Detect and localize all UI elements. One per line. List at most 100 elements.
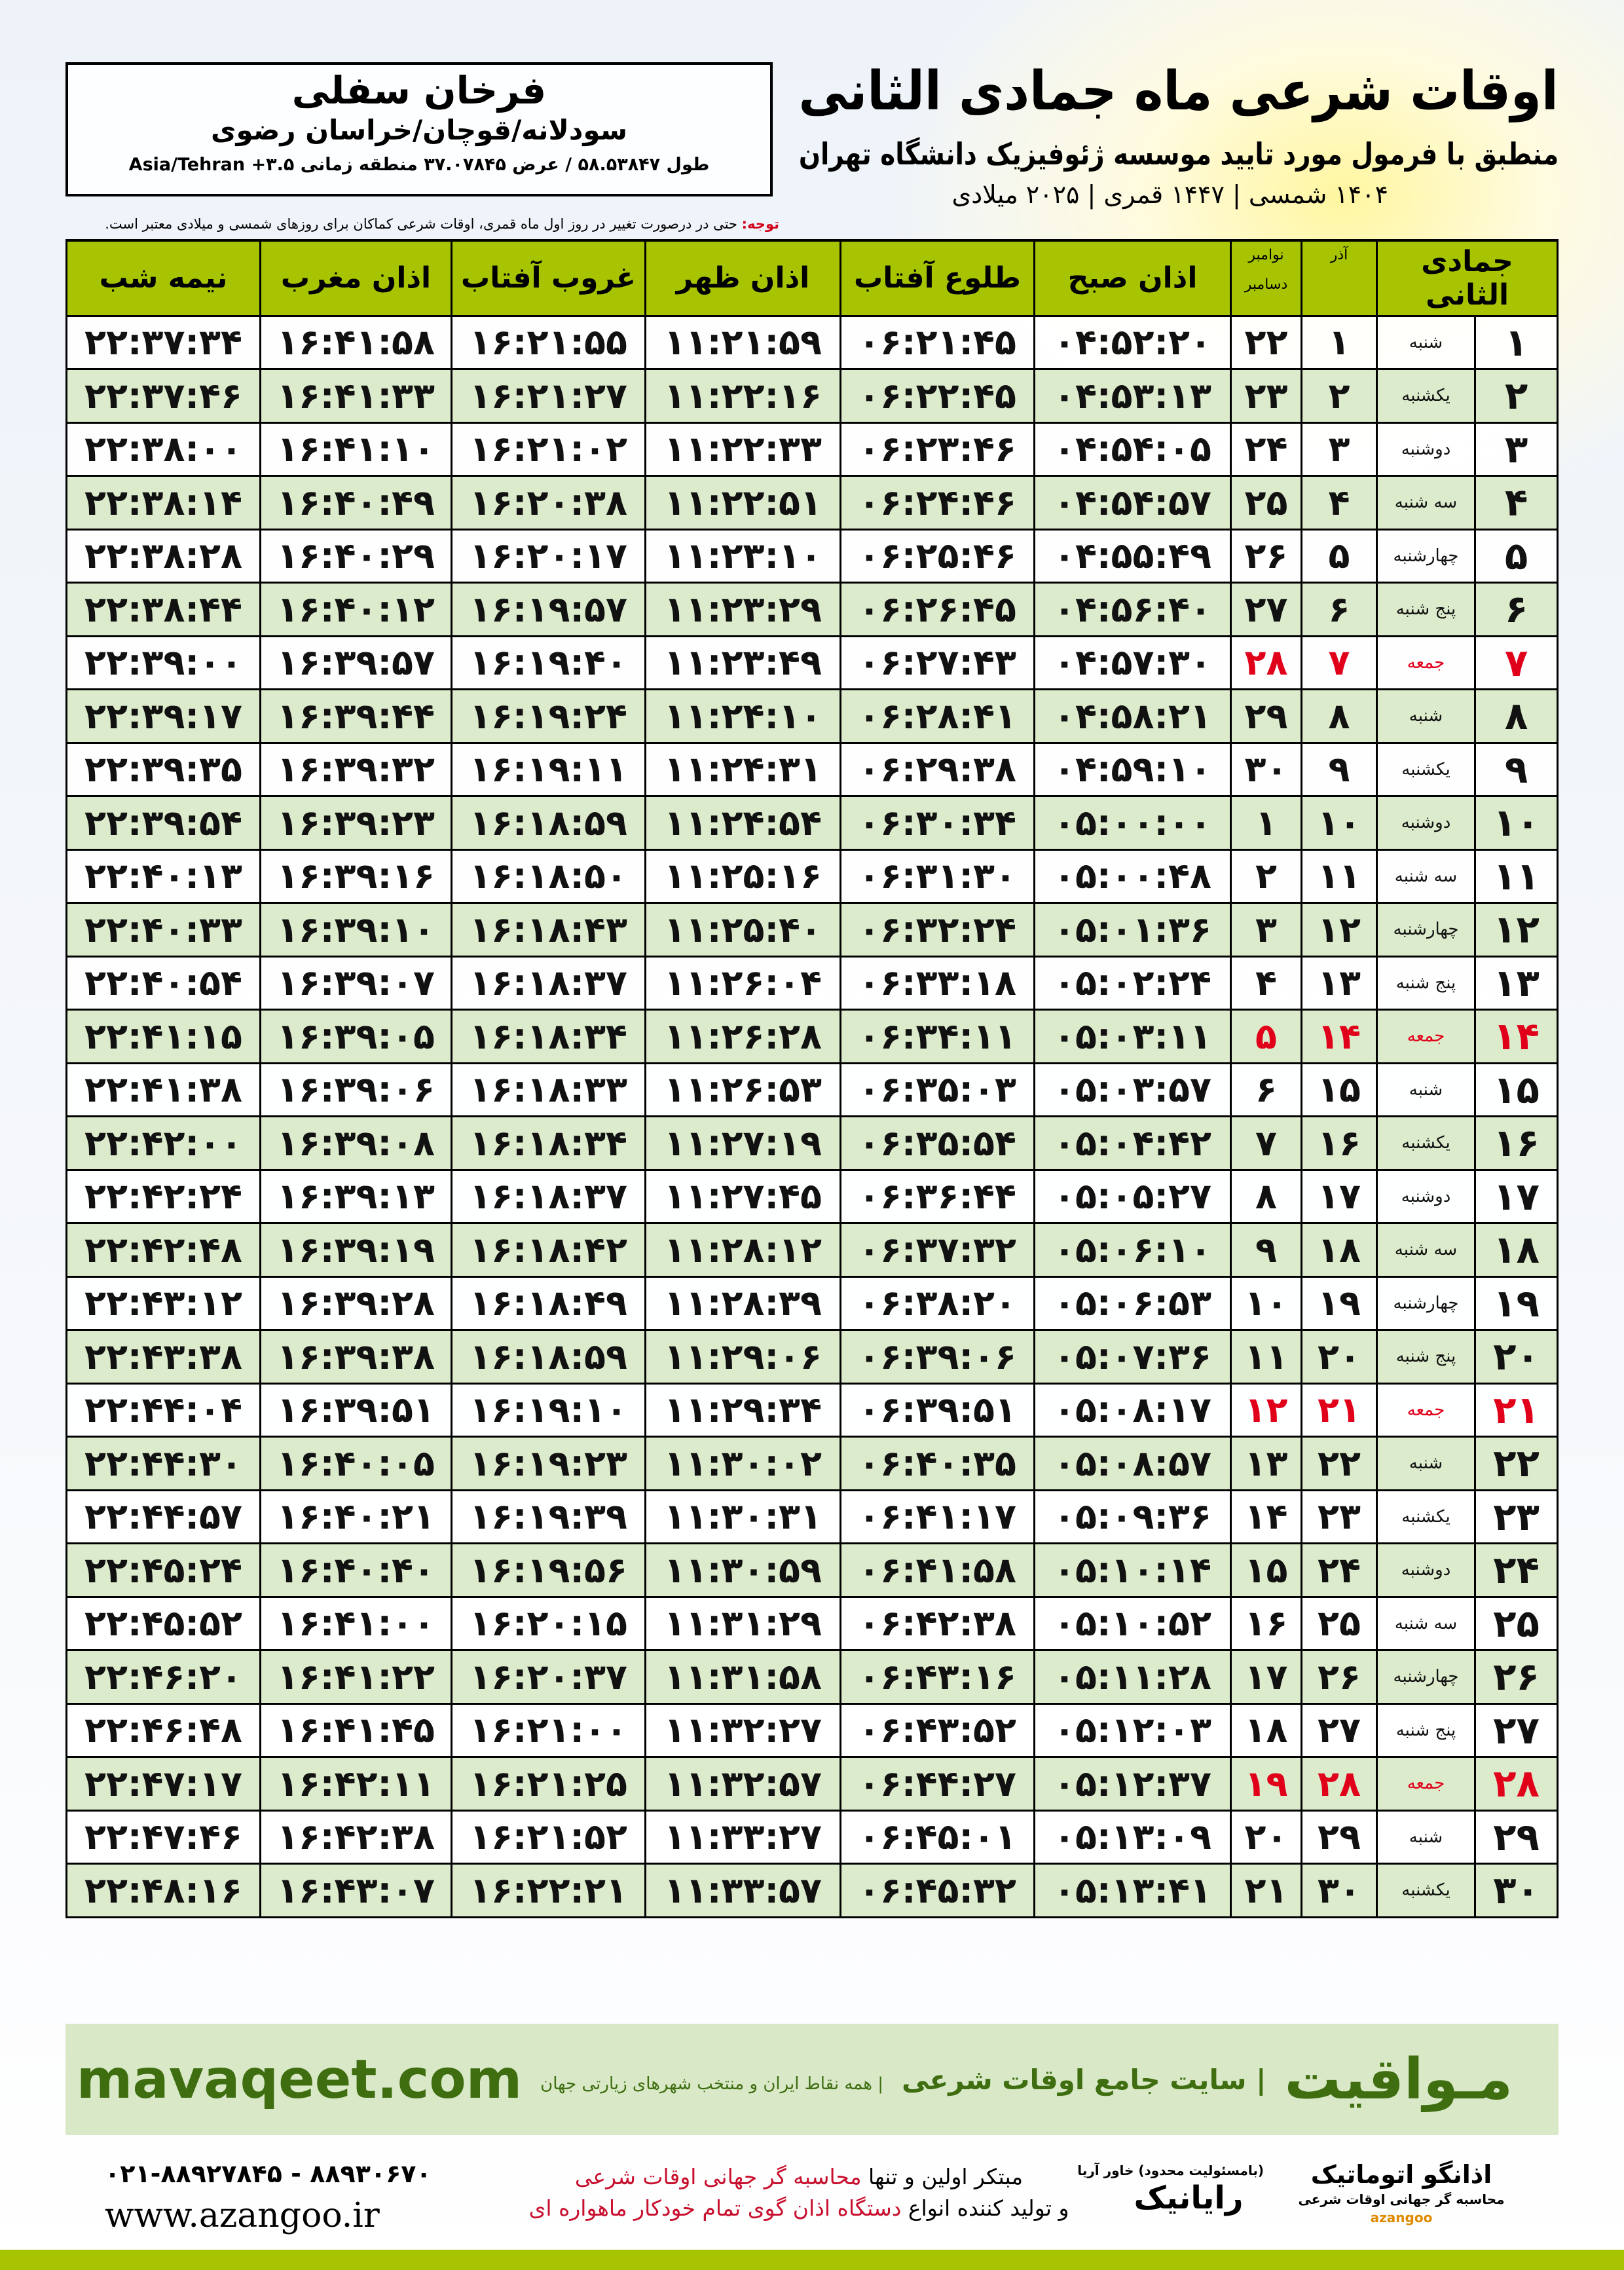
bottom-strip xyxy=(0,2250,1624,2270)
weekday: سه شنبه xyxy=(1375,1595,1477,1651)
footer-line1a: مبتکر اولین و تنها xyxy=(861,2164,1024,2189)
dhuhr-time: ۱۱:۳۱:۲۹ xyxy=(644,1595,841,1651)
gregorian-day: ۶ xyxy=(1230,1062,1302,1117)
azangoo-link[interactable]: www.azangoo.ir xyxy=(105,2196,380,2235)
sunrise-time: ۰۶:۲۵:۴۶ xyxy=(840,528,1035,584)
fajr-time: ۰۵:۰۲:۲۴ xyxy=(1033,955,1232,1011)
azar-day: ۱۷ xyxy=(1301,1168,1378,1224)
weekday: یکشنبه xyxy=(1375,741,1477,797)
footer-line2: و تولید کننده انواع دستگاه اذان گوی تمام… xyxy=(529,2193,1069,2224)
gregorian-day: ۱۸ xyxy=(1230,1702,1302,1758)
sunrise-time: ۰۶:۳۵:۰۳ xyxy=(840,1062,1035,1117)
sunrise-time: ۰۶:۳۸:۲۰ xyxy=(840,1275,1035,1331)
dhuhr-time: ۱۱:۲۵:۴۰ xyxy=(644,902,841,958)
day-number: ۵ xyxy=(1474,528,1559,584)
header-dhuhr: اذان ظهر xyxy=(644,239,841,317)
day-number: ۱۹ xyxy=(1474,1275,1559,1331)
weekday: پنج شنبه xyxy=(1375,955,1477,1011)
rayanik-logo: (بامسئولیت محدود) خاور آریا رایانیک xyxy=(1077,2161,1264,2216)
day-number: ۱۳ xyxy=(1474,955,1559,1011)
brand-logo: مـواقیت xyxy=(1284,2047,1513,2112)
gregorian-day: ۱ xyxy=(1230,795,1302,851)
prayer-times-table: جمادی الثانی آذر نوامبر دسامبر اذان صبح ط… xyxy=(65,239,1559,1918)
maghrib-time: ۱۶:۳۹:۱۶ xyxy=(259,848,452,904)
dhuhr-time: ۱۱:۳۱:۵۸ xyxy=(644,1649,841,1705)
sunrise-time: ۰۶:۴۲:۳۸ xyxy=(840,1595,1035,1651)
table-row: ۲۰ پنج شنبه ۲۰ ۱۱ ۰۵:۰۷:۳۶ ۰۶:۳۹:۰۶ ۱۱:۲۹:۰۶ ۱۶… xyxy=(65,1329,1559,1385)
fajr-time: ۰۴:۵۹:۱۰ xyxy=(1033,741,1232,797)
fajr-time: ۰۵:۱۰:۵۲ xyxy=(1033,1595,1232,1651)
midnight-time: ۲۲:۳۹:۵۴ xyxy=(65,795,261,851)
fajr-time: ۰۴:۵۶:۴۰ xyxy=(1033,582,1232,637)
header-gregorian: نوامبر دسامبر xyxy=(1230,239,1302,317)
weekday: جمعه xyxy=(1375,1009,1477,1064)
azar-day: ۱۵ xyxy=(1301,1062,1378,1117)
fajr-time: ۰۵:۰۰:۴۸ xyxy=(1033,848,1232,904)
footer-line2b: دستگاه اذان گوی تمام خودکار ماهواره ای xyxy=(528,2195,902,2221)
azar-day: ۱۶ xyxy=(1301,1115,1378,1171)
rayanik-name: رایانیک xyxy=(1134,2180,1244,2216)
maghrib-time: ۱۶:۴۱:۴۵ xyxy=(259,1702,452,1758)
table-row: ۲۸ جمعه ۲۸ ۱۹ ۰۵:۱۲:۳۷ ۰۶:۴۴:۲۷ ۱۱:۳۲:۵۷ ۱۶:۲۱:… xyxy=(65,1756,1559,1812)
table-row: ۲۱ جمعه ۲۱ ۱۲ ۰۵:۰۸:۱۷ ۰۶:۳۹:۵۱ ۱۱:۲۹:۳۴ ۱۶:۱۹:… xyxy=(65,1382,1559,1438)
weekday: پنج شنبه xyxy=(1375,1702,1477,1758)
sunset-time: ۱۶:۱۹:۴۰ xyxy=(451,635,646,690)
sunrise-time: ۰۶:۳۲:۲۴ xyxy=(840,902,1035,958)
gregorian-day: ۱۴ xyxy=(1230,1489,1302,1544)
note-text: حتی در درصورت تغییر در روز اول ماه قمری،… xyxy=(105,216,742,232)
azar-day: ۲۷ xyxy=(1301,1702,1378,1758)
sunset-time: ۱۶:۱۸:۴۹ xyxy=(451,1275,646,1331)
midnight-time: ۲۲:۴۲:۰۰ xyxy=(65,1115,261,1171)
maghrib-time: ۱۶:۴۰:۴۰ xyxy=(259,1542,452,1598)
sunrise-time: ۰۶:۴۵:۳۲ xyxy=(840,1863,1035,1918)
table-row: ۲ یکشنبه ۲ ۲۳ ۰۴:۵۳:۱۳ ۰۶:۲۲:۴۵ ۱۱:۲۲:۱۶ ۱۶:۲۱:… xyxy=(65,368,1559,424)
fajr-time: ۰۵:۱۳:۰۹ xyxy=(1033,1809,1232,1865)
phone-numbers: ۰۲۱-۸۸۹۲۷۸۴۵ - ۸۸۹۳۰۶۷۰ xyxy=(105,2159,432,2188)
sunrise-time: ۰۶:۲۷:۴۳ xyxy=(840,635,1035,690)
fajr-time: ۰۵:۰۶:۱۰ xyxy=(1033,1222,1232,1278)
site-link[interactable]: mavaqeet.com xyxy=(76,2048,523,2111)
sunrise-time: ۰۶:۳۹:۰۶ xyxy=(840,1329,1035,1385)
azar-day: ۲۲ xyxy=(1301,1436,1378,1491)
day-number: ۱۶ xyxy=(1474,1115,1559,1171)
weekday: شنبه xyxy=(1375,314,1477,370)
location-box: فرخان سفلی سودلانه/قوچان/خراسان رضوی طول… xyxy=(65,62,773,196)
sunset-time: ۱۶:۲۱:۲۵ xyxy=(451,1756,646,1812)
sunrise-time: ۰۶:۲۴:۴۶ xyxy=(840,475,1035,530)
weekday: دوشنبه xyxy=(1375,1542,1477,1598)
midnight-time: ۲۲:۴۱:۳۸ xyxy=(65,1062,261,1117)
table-row: ۹ یکشنبه ۹ ۳۰ ۰۴:۵۹:۱۰ ۰۶:۲۹:۳۸ ۱۱:۲۴:۳۱ ۱۶:۱۹:… xyxy=(65,741,1559,797)
dhuhr-time: ۱۱:۲۳:۱۰ xyxy=(644,528,841,584)
fajr-time: ۰۴:۵۸:۲۱ xyxy=(1033,688,1232,744)
gregorian-day: ۴ xyxy=(1230,955,1302,1011)
azar-day: ۲۹ xyxy=(1301,1809,1378,1865)
footer-line1: مبتکر اولین و تنها محاسبه گر جهانی اوقات… xyxy=(575,2161,1023,2193)
sunrise-time: ۰۶:۳۷:۳۲ xyxy=(840,1222,1035,1278)
dhuhr-time: ۱۱:۲۸:۱۲ xyxy=(644,1222,841,1278)
day-number: ۲۶ xyxy=(1474,1649,1559,1705)
azar-day: ۲۳ xyxy=(1301,1489,1378,1544)
azar-day: ۲ xyxy=(1301,368,1378,424)
dhuhr-time: ۱۱:۳۳:۲۷ xyxy=(644,1809,841,1865)
dhuhr-time: ۱۱:۲۴:۱۰ xyxy=(644,688,841,744)
midnight-time: ۲۲:۴۴:۳۰ xyxy=(65,1436,261,1491)
weekday: شنبه xyxy=(1375,688,1477,744)
fajr-time: ۰۵:۰۰:۰۰ xyxy=(1033,795,1232,851)
mavaqeet-banner: مـواقیت | سایت جامع اوقات شرعی | همه نقا… xyxy=(65,2024,1559,2135)
midnight-time: ۲۲:۳۸:۴۴ xyxy=(65,582,261,637)
sunset-time: ۱۶:۱۹:۱۱ xyxy=(451,741,646,797)
weekday: سه شنبه xyxy=(1375,475,1477,530)
dhuhr-time: ۱۱:۲۵:۱۶ xyxy=(644,848,841,904)
fajr-time: ۰۴:۵۷:۳۰ xyxy=(1033,635,1232,690)
fajr-time: ۰۵:۰۱:۳۶ xyxy=(1033,902,1232,958)
gregorian-day: ۲۳ xyxy=(1230,368,1302,424)
sunset-time: ۱۶:۲۱:۰۲ xyxy=(451,421,646,477)
header-midnight: نیمه شب xyxy=(65,239,261,317)
midnight-time: ۲۲:۴۳:۱۲ xyxy=(65,1275,261,1331)
year-line: ۱۴۰۴ شمسی | ۱۴۴۷ قمری | ۲۰۲۵ میلادی xyxy=(951,180,1388,209)
fajr-time: ۰۵:۰۳:۱۱ xyxy=(1033,1009,1232,1064)
maghrib-time: ۱۶:۴۰:۲۱ xyxy=(259,1489,452,1544)
sunset-time: ۱۶:۲۲:۲۱ xyxy=(451,1863,646,1918)
fajr-time: ۰۴:۵۲:۲۰ xyxy=(1033,314,1232,370)
maghrib-time: ۱۶:۳۹:۴۴ xyxy=(259,688,452,744)
